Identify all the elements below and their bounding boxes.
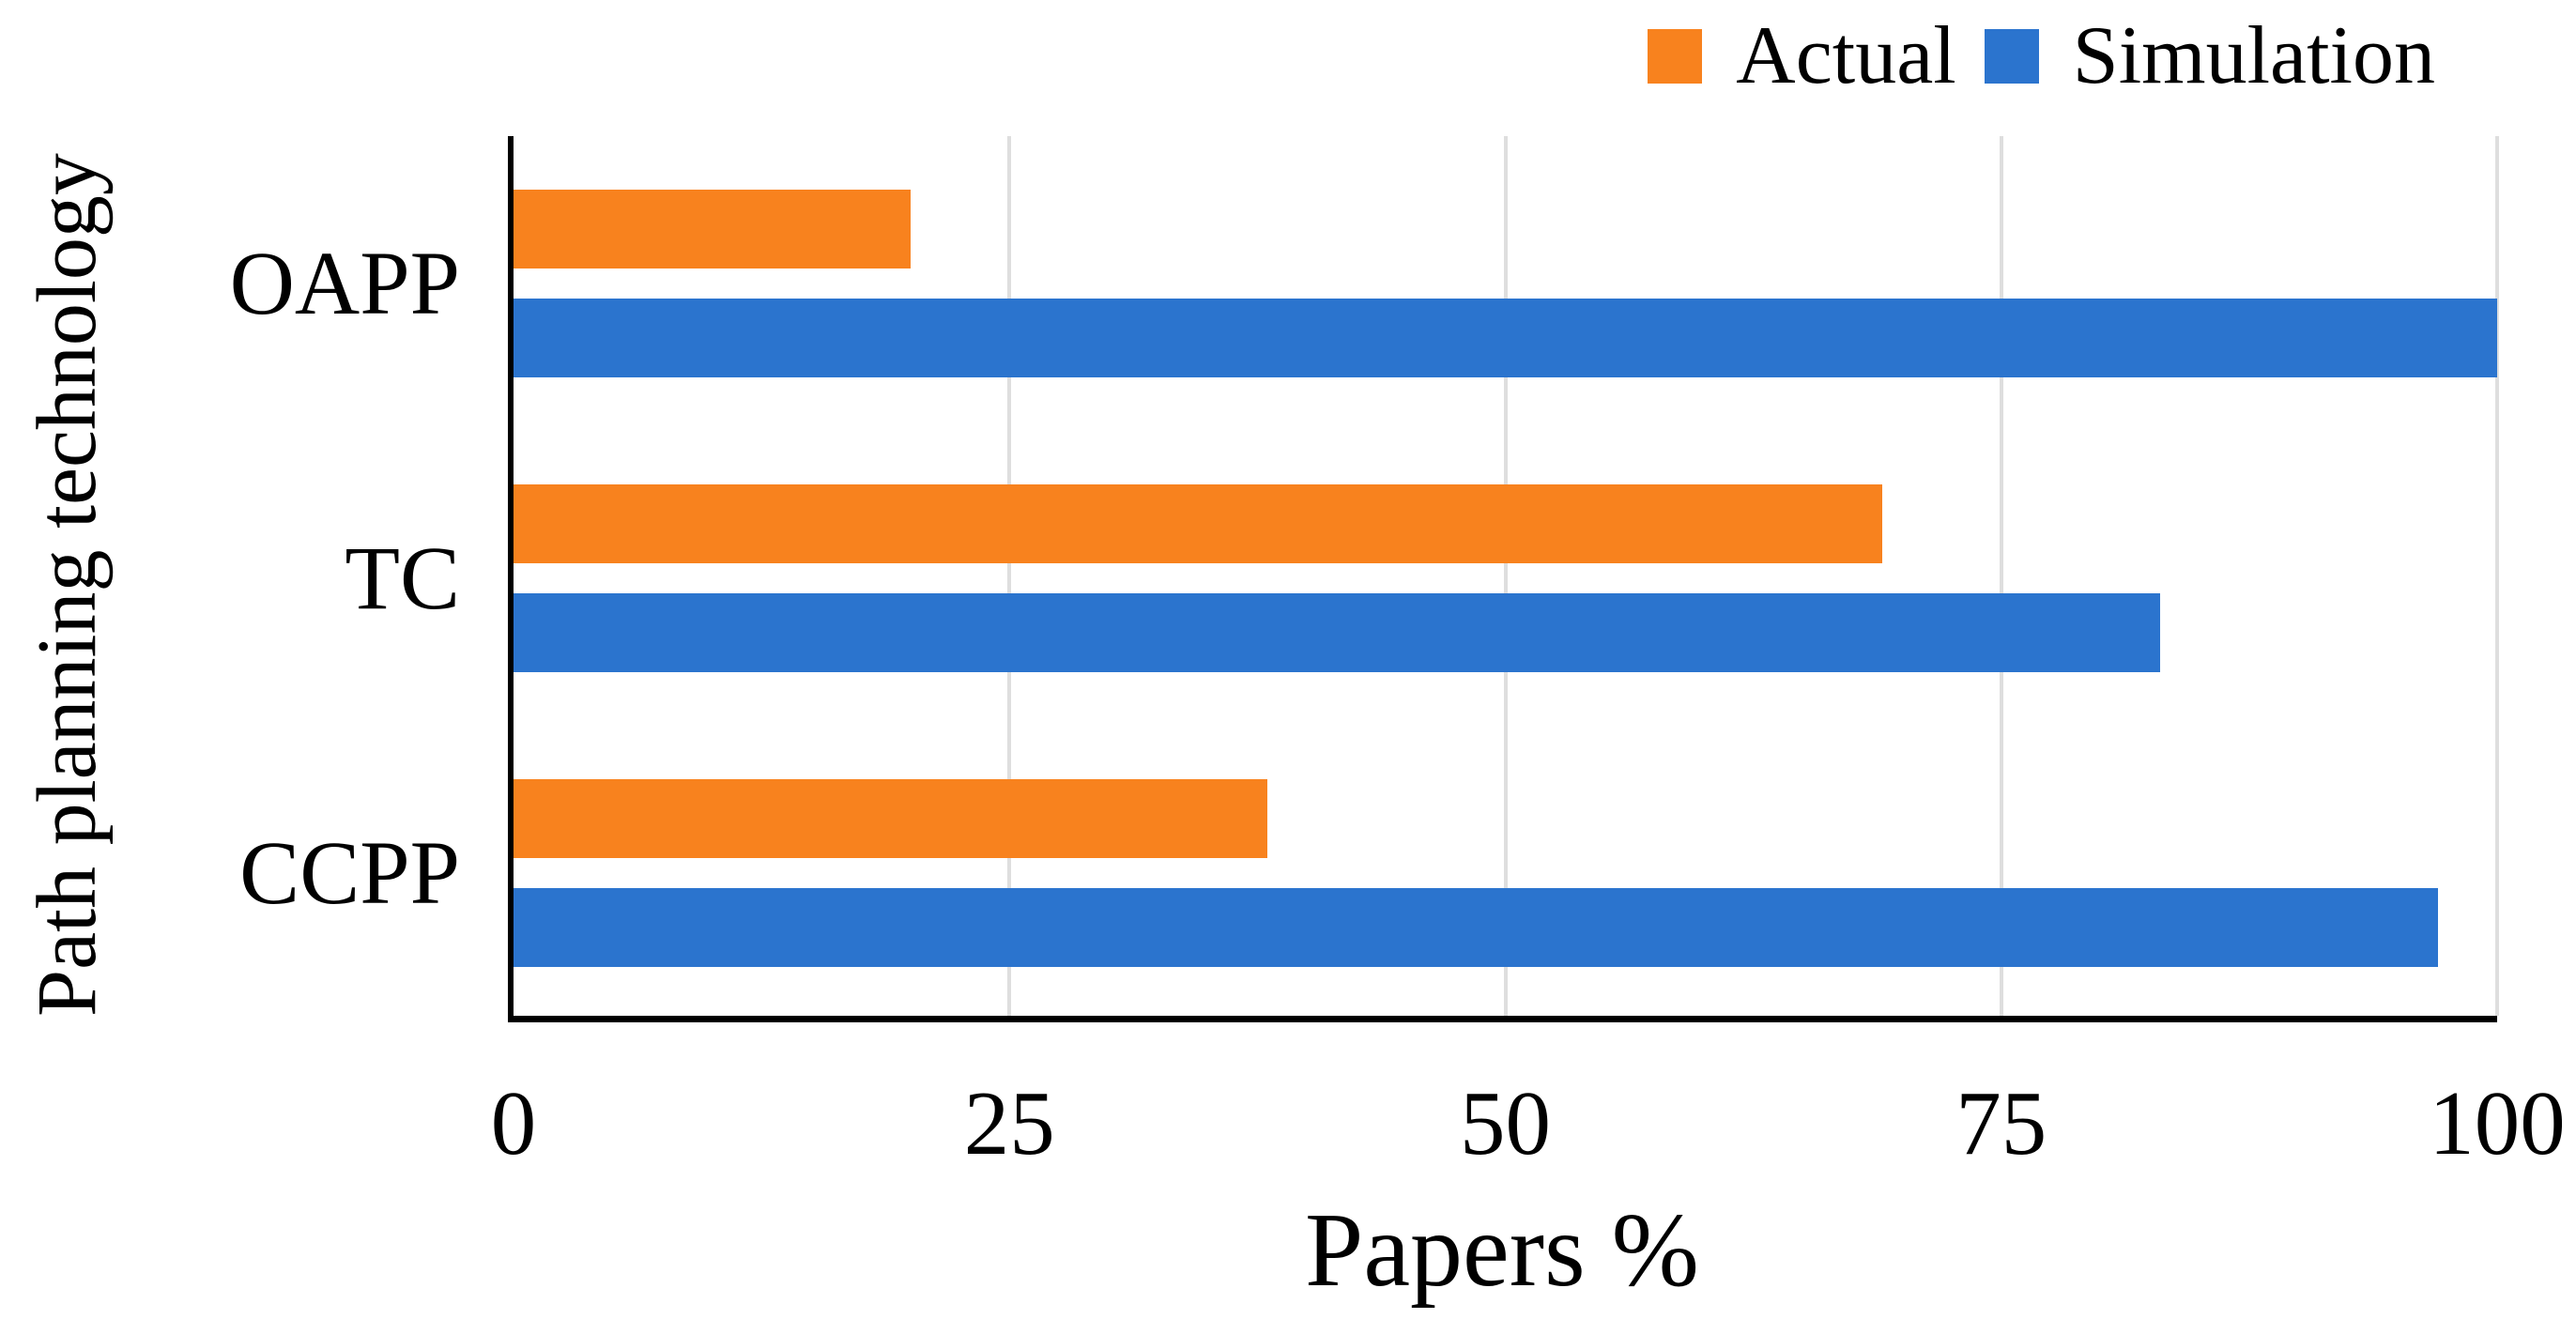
chart-legend: Actual Simulation bbox=[1648, 15, 2435, 98]
bar-tc-actual bbox=[514, 484, 1882, 563]
bar-ccpp-actual bbox=[514, 779, 1267, 858]
legend-item-actual: Actual bbox=[1648, 15, 1956, 98]
gridline-75 bbox=[1999, 136, 2003, 1016]
gridline-25 bbox=[1007, 136, 1012, 1016]
category-label-tc: TC bbox=[345, 528, 460, 628]
bar-oapp-actual bbox=[514, 190, 911, 268]
bar-oapp-simulation bbox=[514, 299, 2497, 377]
category-label-ccpp: CCPP bbox=[239, 822, 460, 923]
bar-ccpp-simulation bbox=[514, 888, 2438, 967]
x-tick-label-100: 100 bbox=[2429, 1073, 2566, 1173]
legend-item-simulation: Simulation bbox=[1984, 10, 2435, 101]
legend-swatch-actual bbox=[1648, 29, 1703, 84]
plot-area bbox=[508, 136, 2499, 1022]
gridline-50 bbox=[1503, 136, 1508, 1016]
category-label-oapp: OAPP bbox=[229, 233, 460, 333]
gridline-100 bbox=[2495, 136, 2499, 1016]
legend-swatch-simulation bbox=[1984, 29, 2039, 84]
x-axis-title: Papers % bbox=[1305, 1192, 1699, 1309]
x-tick-label-75: 75 bbox=[1955, 1073, 2047, 1173]
x-tick-label-0: 0 bbox=[490, 1073, 537, 1173]
bar-tc-simulation bbox=[514, 593, 2160, 672]
x-tick-label-50: 50 bbox=[1460, 1073, 1551, 1173]
legend-label-actual: Actual bbox=[1736, 10, 1956, 101]
x-tick-label-25: 25 bbox=[963, 1073, 1055, 1173]
legend-label-simulation: Simulation bbox=[2072, 10, 2435, 101]
y-axis-title: Path planning technology bbox=[21, 153, 114, 1017]
